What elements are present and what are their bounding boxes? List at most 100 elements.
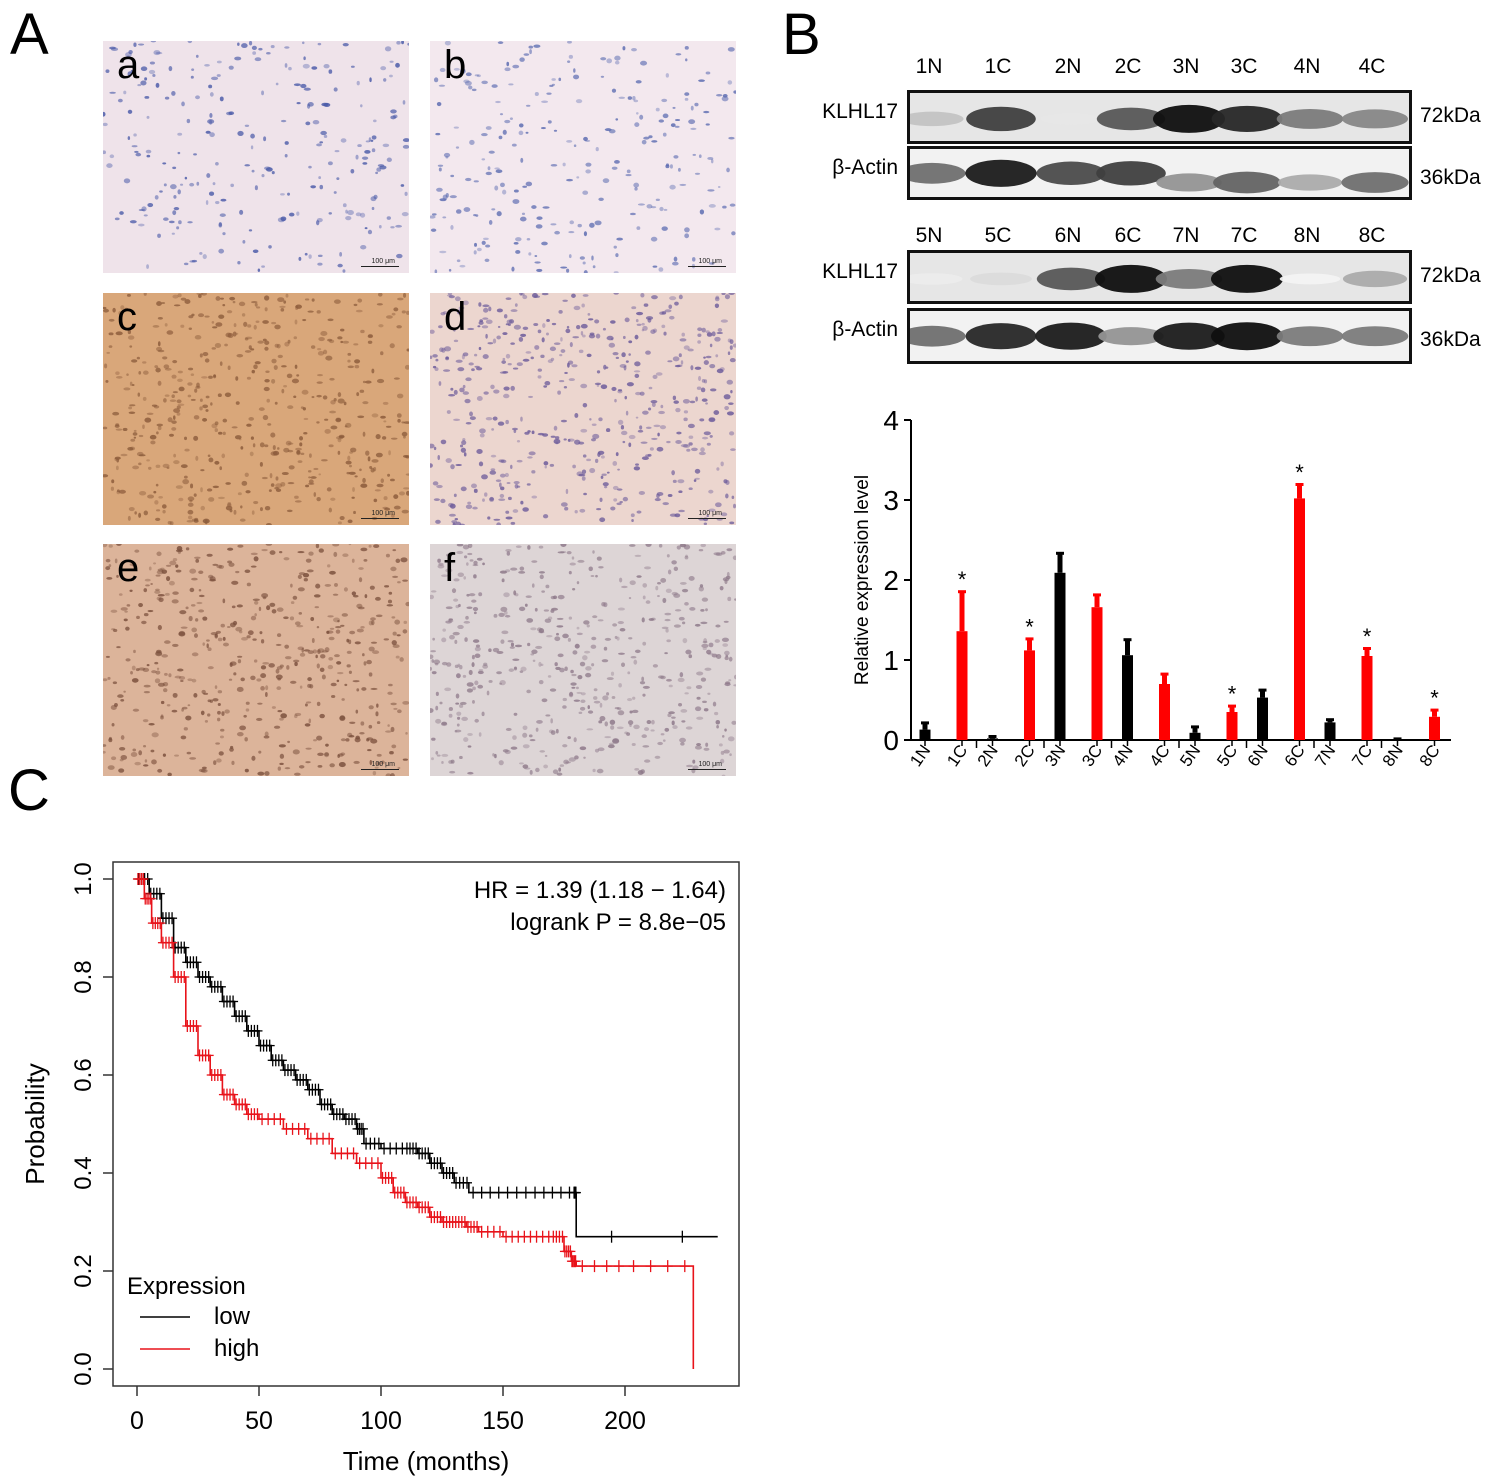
- lane-label: 2C: [1114, 55, 1142, 78]
- molecular-weight-label: 72kDa: [1420, 264, 1481, 287]
- tissue-texture: [430, 41, 736, 273]
- y-tick-label: 1.0: [70, 862, 97, 895]
- x-tick-label: 2C: [1011, 741, 1039, 770]
- x-axis-label: Time (months): [343, 1446, 510, 1476]
- scale-bar: [361, 266, 399, 267]
- bar: [1324, 722, 1336, 740]
- x-tick-label: 7C: [1348, 741, 1376, 770]
- x-tick-label: 8C: [1416, 741, 1444, 770]
- censor-marks: [133, 873, 688, 1243]
- scale-bar-label: 100 μm: [371, 258, 396, 265]
- blot-row-label: KLHL17: [822, 260, 898, 283]
- stat-annotation: logrank P = 8.8e−05: [510, 909, 726, 936]
- tissue-texture: [103, 41, 409, 273]
- tissue-texture: [430, 293, 736, 525]
- x-tick-label: 4N: [1109, 741, 1137, 770]
- ihc-image-e: e 100 μm: [103, 544, 409, 776]
- bar: [1257, 697, 1268, 740]
- y-axis-label: Relative expression level: [852, 475, 873, 685]
- lane-label: 6C: [1114, 224, 1142, 247]
- y-tick-label: 0: [883, 725, 899, 756]
- y-tick-label: 0.0: [70, 1352, 97, 1385]
- scale-bar-label: 100 μm: [698, 761, 723, 768]
- ihc-image-d: d 100 μm: [430, 293, 736, 525]
- lane-label: 5C: [984, 224, 1012, 247]
- y-tick-label: 1: [883, 645, 899, 676]
- y-axis-label: Probability: [20, 1063, 50, 1184]
- scale-bar: [688, 266, 726, 267]
- panel-a-letter: A: [10, 2, 49, 67]
- scale-bar: [688, 518, 726, 519]
- x-tick-label: 8N: [1379, 741, 1407, 770]
- tissue-texture: [103, 293, 409, 525]
- lane-label: 4N: [1293, 55, 1321, 78]
- lane-label: 8C: [1358, 224, 1386, 247]
- bar: [1429, 716, 1440, 740]
- molecular-weight-label: 36kDa: [1420, 328, 1481, 351]
- lane-label: 4C: [1358, 55, 1386, 78]
- bar: [1361, 656, 1373, 740]
- ihc-sublabel: e: [117, 546, 140, 590]
- lane-label: 6N: [1054, 224, 1082, 247]
- bar: [1294, 498, 1305, 740]
- plot-frame: [112, 861, 740, 1387]
- ihc-image-b: b 100 μm: [430, 41, 736, 273]
- x-tick-label: 0: [130, 1407, 144, 1435]
- y-tick-label: 0.8: [70, 960, 97, 993]
- stat-annotation: HR = 1.39 (1.18 − 1.64): [474, 877, 726, 904]
- scale-bar: [361, 518, 399, 519]
- panel-b-letter: B: [782, 2, 821, 67]
- scale-bar: [688, 769, 726, 770]
- lane-label: 7C: [1230, 224, 1258, 247]
- ihc-sublabel: a: [117, 43, 140, 87]
- scale-bar-label: 100 μm: [698, 510, 723, 517]
- y-tick-label: 0.2: [70, 1254, 97, 1287]
- x-tick-label: 1C: [943, 741, 971, 770]
- ihc-sublabel: b: [444, 43, 467, 87]
- panel-c-letter: C: [8, 758, 50, 823]
- x-tick-label: 4C: [1146, 741, 1174, 770]
- x-tick-label: 6C: [1281, 741, 1309, 770]
- bar: [919, 729, 931, 740]
- x-tick-label: 5C: [1213, 741, 1241, 770]
- scale-bar-label: 100 μm: [371, 761, 396, 768]
- y-tick-label: 0.4: [70, 1156, 97, 1189]
- ihc-sublabel: c: [117, 295, 137, 339]
- x-tick-label: 5N: [1176, 741, 1204, 770]
- legend-label-high: high: [214, 1335, 259, 1362]
- censor-marks: [132, 873, 690, 1273]
- significance-asterisk: *: [1228, 682, 1237, 707]
- lane-label: 3C: [1230, 55, 1258, 78]
- lane-label: 3N: [1172, 55, 1200, 78]
- tissue-texture: [430, 544, 736, 776]
- blot-strip-klhl17: [907, 90, 1412, 144]
- bar: [987, 738, 998, 740]
- x-tick-label: 1N: [906, 741, 934, 770]
- scale-bar-label: 100 μm: [371, 510, 396, 517]
- blot-strip-beta-actin: [907, 146, 1412, 200]
- significance-asterisk: *: [1430, 686, 1439, 711]
- blot-row-label: β-Actin: [832, 318, 898, 341]
- significance-asterisk: *: [1025, 614, 1034, 639]
- ihc-image-f: f 100 μm: [430, 544, 736, 776]
- ihc-image-a: a 100 μm: [103, 41, 409, 273]
- blot-strip-beta-actin: [907, 308, 1412, 364]
- x-tick-label: 200: [604, 1407, 646, 1435]
- lane-label: 8N: [1293, 224, 1321, 247]
- x-tick-label: 3C: [1078, 741, 1106, 770]
- significance-asterisk: *: [1295, 460, 1304, 485]
- x-tick-label: 150: [482, 1407, 524, 1435]
- lane-label: 1C: [984, 55, 1012, 78]
- bar: [1091, 607, 1103, 740]
- x-tick-label: 6N: [1244, 741, 1272, 770]
- bar: [1122, 655, 1133, 740]
- significance-asterisk: *: [958, 567, 967, 592]
- lane-label: 5N: [915, 224, 943, 247]
- bar-chart-relative-expression: 0 1 2 3 4 Relative expression level 1N 1C * 2N 2C *…: [852, 405, 1451, 770]
- y-tick-label: 3: [883, 485, 899, 516]
- x-tick-label: 3N: [1041, 741, 1069, 770]
- lane-label: 1N: [915, 55, 943, 78]
- significance-asterisk: *: [1363, 624, 1372, 649]
- blot-row-label: β-Actin: [832, 156, 898, 179]
- molecular-weight-label: 72kDa: [1420, 104, 1481, 127]
